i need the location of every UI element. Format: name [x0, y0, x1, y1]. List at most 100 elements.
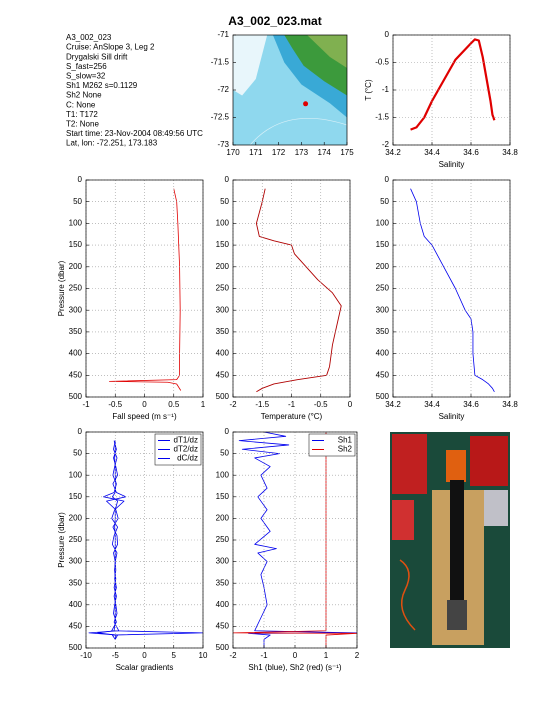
y-tick-label: -71 — [217, 30, 229, 39]
info-line: C: None — [66, 100, 96, 109]
x-tick-label: -10 — [80, 651, 92, 660]
legend-label: Sh1 — [338, 436, 353, 445]
photo-person — [392, 500, 414, 540]
info-line: S_slow=32 — [66, 72, 106, 81]
x-tick-label: 2 — [355, 651, 360, 660]
y-tick-label: 400 — [69, 600, 83, 609]
info-line: Start time: 23-Nov-2004 08:49:56 UTC — [66, 129, 203, 138]
x-tick-label: 34.8 — [502, 148, 518, 157]
x-tick-label: 171 — [249, 148, 263, 157]
x-tick-label: -2 — [229, 651, 237, 660]
data-line — [255, 188, 342, 393]
panel: -2 -1 0 1 2 0 50 100 150 200 250 300 350 400 450 500 Sh1… — [216, 427, 360, 672]
y-tick-label: 400 — [69, 349, 83, 358]
data-line — [97, 440, 118, 640]
y-axis-label: Pressure (dbar) — [57, 260, 66, 316]
panel: 34.2 34.4 34.6 34.8 0 50 100 150 200 250 300 350 400… — [376, 175, 519, 421]
y-tick-label: 300 — [376, 305, 390, 314]
legend-label: dT2/dz — [174, 445, 198, 454]
y-tick-label: 500 — [216, 643, 230, 652]
y-tick-label: 400 — [216, 349, 230, 358]
y-tick-label: 450 — [216, 622, 230, 631]
y-tick-label: 150 — [69, 492, 83, 501]
y-tick-label: 250 — [216, 535, 230, 544]
y-tick-label: -72.5 — [211, 113, 230, 122]
y-axis-label: Pressure (dbar) — [57, 512, 66, 568]
plot-area — [109, 188, 182, 391]
info-line: Drygalski Sill drift — [66, 52, 128, 61]
data-line — [109, 188, 182, 391]
photo-instrument — [450, 480, 464, 630]
plot-area — [410, 188, 495, 392]
y-tick-label: 500 — [69, 392, 83, 401]
x-axis-label: Scalar gradients — [116, 663, 174, 672]
info-line: Sh1 M262 s=0.1129 — [66, 81, 138, 90]
y-tick-label: 0 — [78, 427, 83, 436]
panel: -1 -0.5 0 0.5 1 0 50 100 150 200 250 300 350 400 450 50… — [57, 175, 206, 421]
info-line: A3_002_023 — [66, 33, 112, 42]
y-tick-label: 200 — [69, 514, 83, 523]
land-high — [307, 35, 347, 68]
y-tick-label: 50 — [220, 449, 229, 458]
x-tick-label: 174 — [318, 148, 332, 157]
legend-label: dT1/dz — [174, 436, 198, 445]
y-tick-label: 0 — [225, 427, 230, 436]
x-tick-label: 34.8 — [502, 400, 518, 409]
x-tick-label: 34.2 — [385, 400, 401, 409]
x-tick-label: 34.6 — [463, 400, 479, 409]
y-tick-label: 150 — [376, 240, 390, 249]
y-tick-label: -2 — [382, 140, 390, 149]
y-tick-label: 0 — [78, 175, 83, 184]
legend-box — [308, 433, 356, 457]
axes-frame — [392, 179, 511, 398]
y-tick-label: 350 — [69, 578, 83, 587]
photo-person — [392, 434, 427, 494]
y-tick-label: 200 — [216, 514, 230, 523]
legend-label: Sh2 — [338, 445, 353, 454]
x-tick-label: 0 — [142, 400, 147, 409]
info-line: Lat, lon: -72.251, 173.183 — [66, 139, 158, 148]
y-tick-label: 0 — [225, 175, 230, 184]
x-tick-label: 0 — [348, 400, 353, 409]
y-tick-label: 50 — [380, 197, 389, 206]
y-tick-label: 400 — [216, 600, 230, 609]
x-tick-label: 34.4 — [424, 148, 440, 157]
x-tick-label: 34.4 — [424, 400, 440, 409]
panel: 170 171 172 173 174 175 -73 -72.5 -72 -71.5 -71 — [211, 30, 354, 157]
x-axis-label: Sh1 (blue), Sh2 (red) (s⁻¹) — [248, 663, 341, 672]
y-tick-label: 350 — [216, 327, 230, 336]
y-tick-label: 500 — [69, 643, 83, 652]
photo-float — [446, 450, 466, 482]
y-tick-label: 450 — [69, 622, 83, 631]
info-line: T1: T172 — [66, 110, 98, 119]
y-tick-label: -1.5 — [375, 113, 389, 122]
y-tick-label: -73 — [217, 140, 229, 149]
y-tick-label: 450 — [69, 370, 83, 379]
axes-frame — [232, 34, 348, 146]
y-tick-label: 350 — [376, 327, 390, 336]
x-tick-label: 173 — [295, 148, 309, 157]
axes-background — [393, 35, 510, 145]
y-tick-label: 450 — [376, 370, 390, 379]
x-tick-label: 0 — [142, 651, 147, 660]
y-tick-label: 350 — [69, 327, 83, 336]
legend-label: dC/dz — [177, 454, 198, 463]
photo-cable — [399, 559, 416, 631]
x-tick-label: -1 — [288, 400, 296, 409]
y-tick-label: 300 — [216, 305, 230, 314]
x-tick-label: 1 — [324, 651, 329, 660]
axes-frame — [85, 431, 204, 649]
x-tick-label: 10 — [199, 651, 208, 660]
plot-area — [255, 188, 342, 393]
axes-background — [393, 180, 510, 397]
y-tick-label: 100 — [69, 470, 83, 479]
info-line: T2: None — [66, 120, 99, 129]
x-tick-label: 172 — [272, 148, 286, 157]
y-tick-label: 100 — [216, 470, 230, 479]
y-tick-label: 100 — [69, 219, 83, 228]
y-tick-label: 250 — [376, 284, 390, 293]
data-line — [410, 38, 496, 131]
info-line: Sh2 None — [66, 91, 102, 100]
